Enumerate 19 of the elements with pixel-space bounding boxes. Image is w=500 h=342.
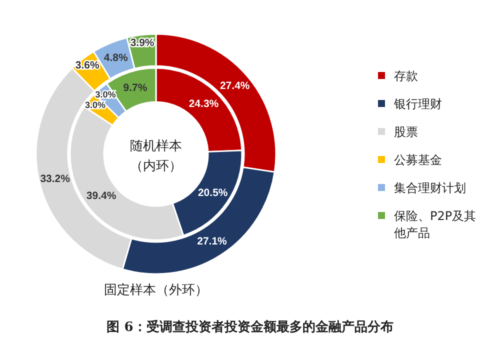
legend-label: 存款: [394, 69, 418, 83]
legend-label: 保险、P2P及其他产品: [394, 209, 476, 240]
data-label: 3.9%: [130, 36, 155, 49]
legend-label: 公募基金: [394, 153, 442, 167]
legend-label: 银行理财: [393, 97, 442, 111]
data-label: 4.8%: [104, 52, 129, 64]
text: 图 6：受调查投资者投资金额最多的金融产品分布: [106, 319, 394, 335]
slice-label: 随机样本（内环）: [130, 139, 182, 174]
data-label: 27.4%: [220, 80, 250, 92]
data-label: 24.3%: [188, 98, 220, 110]
data-label: 3.6%: [75, 60, 100, 72]
legend-label: 集合理财计划: [394, 181, 466, 195]
data-label: 9.7%: [123, 82, 148, 94]
data-label: 20.5%: [198, 187, 228, 200]
legend-label: 股票: [394, 125, 418, 139]
data-label: 27.1%: [197, 236, 228, 248]
slice-label: 固定样本（外环）: [104, 283, 208, 298]
data-label: 33.2%: [40, 173, 71, 186]
data-label: 39.4%: [86, 190, 117, 202]
